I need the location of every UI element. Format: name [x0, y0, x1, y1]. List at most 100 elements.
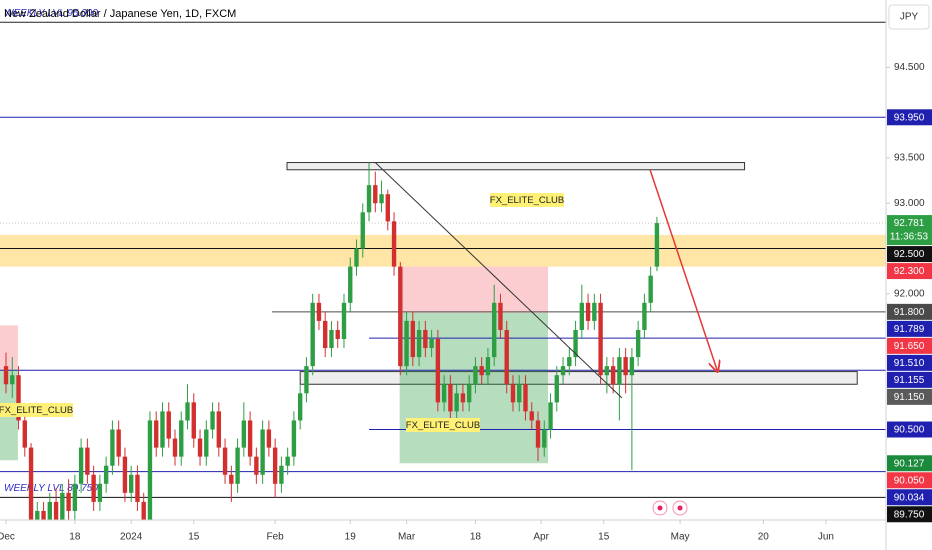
candle-body [567, 357, 572, 367]
candle-body [229, 474, 234, 484]
level-tag-label: 91.155 [894, 375, 925, 386]
x-tick-label: Jun [818, 532, 834, 543]
candle-body [160, 411, 165, 448]
x-tick-label: 19 [345, 532, 357, 543]
candle-body [204, 429, 209, 457]
x-tick-label: 15 [188, 532, 200, 543]
x-tick-label: 18 [69, 532, 81, 543]
candle-body [28, 447, 34, 520]
candle-body [648, 275, 653, 303]
candle-body [128, 474, 134, 493]
zone [399, 266, 549, 313]
zone [0, 234, 886, 267]
candle-body [485, 357, 491, 376]
candle-body [172, 438, 178, 457]
candle-body [548, 402, 553, 430]
candle-body [179, 420, 184, 457]
level-tag [887, 320, 932, 337]
candle-body [241, 420, 247, 448]
candle-body [316, 302, 322, 321]
zone [299, 371, 858, 385]
candle-body [272, 447, 278, 484]
candle-body [216, 411, 221, 448]
candle-body [116, 429, 121, 457]
candle-body [310, 302, 315, 367]
candle-body [304, 366, 309, 394]
candle-body [504, 329, 509, 385]
candle-body [623, 357, 628, 376]
candle-body [554, 375, 559, 403]
currency-box[interactable] [888, 4, 930, 30]
candle-body [210, 411, 215, 430]
level-tag [887, 506, 932, 523]
candle-body [385, 194, 390, 222]
y-tick-label: 94.500 [894, 62, 925, 73]
candle-body [373, 185, 378, 204]
level-tag [887, 421, 932, 438]
level-tag [887, 388, 932, 405]
note: FX_ELITE_CLUB [0, 405, 73, 416]
bottom-icons [652, 500, 688, 516]
candle-body [285, 456, 290, 466]
candle-body [585, 302, 591, 321]
plot-area: WEEKLY LVL 95.000 WEEKLY LVL 89.750 FX_ELI… [0, 8, 886, 520]
level-tag [887, 472, 932, 489]
candle-body [604, 366, 610, 376]
event-icon-dot [677, 505, 683, 511]
level-tag-label: 92.500 [894, 249, 925, 260]
level-tag-label: 90.127 [894, 458, 925, 469]
candle-body [3, 366, 9, 385]
candle-body [542, 429, 547, 448]
price-tag-label: 92.781 [894, 218, 925, 229]
candle-body [579, 302, 585, 330]
candle-body [291, 420, 297, 457]
candle-body [35, 510, 40, 520]
level-tag-label: 90.034 [894, 492, 925, 503]
candle-body [16, 375, 21, 421]
y-tick-label: 92.000 [894, 288, 925, 299]
candle-body [185, 402, 190, 421]
x-tick-label: 18 [470, 532, 482, 543]
candle-body [391, 221, 397, 267]
candle-body [379, 194, 384, 204]
note: FX_ELITE_CLUB [406, 420, 480, 431]
level-tag [887, 354, 932, 371]
candle-body [517, 384, 522, 403]
level-tag [887, 263, 932, 280]
candle-body [642, 302, 647, 330]
level-tag-label: 91.650 [894, 341, 925, 352]
candle-body [617, 357, 622, 385]
level-tag [887, 109, 932, 126]
x-tick-label: Feb [267, 532, 285, 543]
candle-body [473, 366, 478, 385]
candle-body [492, 302, 497, 358]
level-tag-label: 91.789 [894, 324, 925, 335]
level-tag [887, 371, 932, 388]
x-tick-label: 15 [598, 532, 610, 543]
level-tag [887, 489, 932, 506]
level-tag [887, 246, 932, 263]
candle-body [423, 329, 428, 349]
drawing-arrow [649, 169, 718, 372]
candle-body [429, 339, 434, 349]
candle-body [66, 492, 71, 511]
candle-body [279, 465, 284, 484]
level-tag-label: 93.950 [894, 112, 925, 123]
candle-body [398, 266, 403, 367]
candle-body [510, 384, 516, 403]
candle-body [222, 447, 228, 475]
level-text: WEEKLY LVL 95.000 [4, 8, 98, 19]
candle-body [197, 438, 203, 457]
candle-body [266, 429, 272, 448]
candle-body [191, 402, 196, 439]
candle-body [410, 320, 416, 358]
candle-body [654, 223, 660, 267]
candle-body [103, 465, 109, 484]
level-tag-label: 91.800 [894, 307, 925, 318]
level-tag-label: 90.050 [894, 475, 925, 486]
candle-body [341, 302, 347, 340]
candle-body [360, 212, 365, 249]
candle-body [354, 248, 359, 267]
candle-body [435, 339, 441, 403]
candle-body [404, 320, 409, 367]
